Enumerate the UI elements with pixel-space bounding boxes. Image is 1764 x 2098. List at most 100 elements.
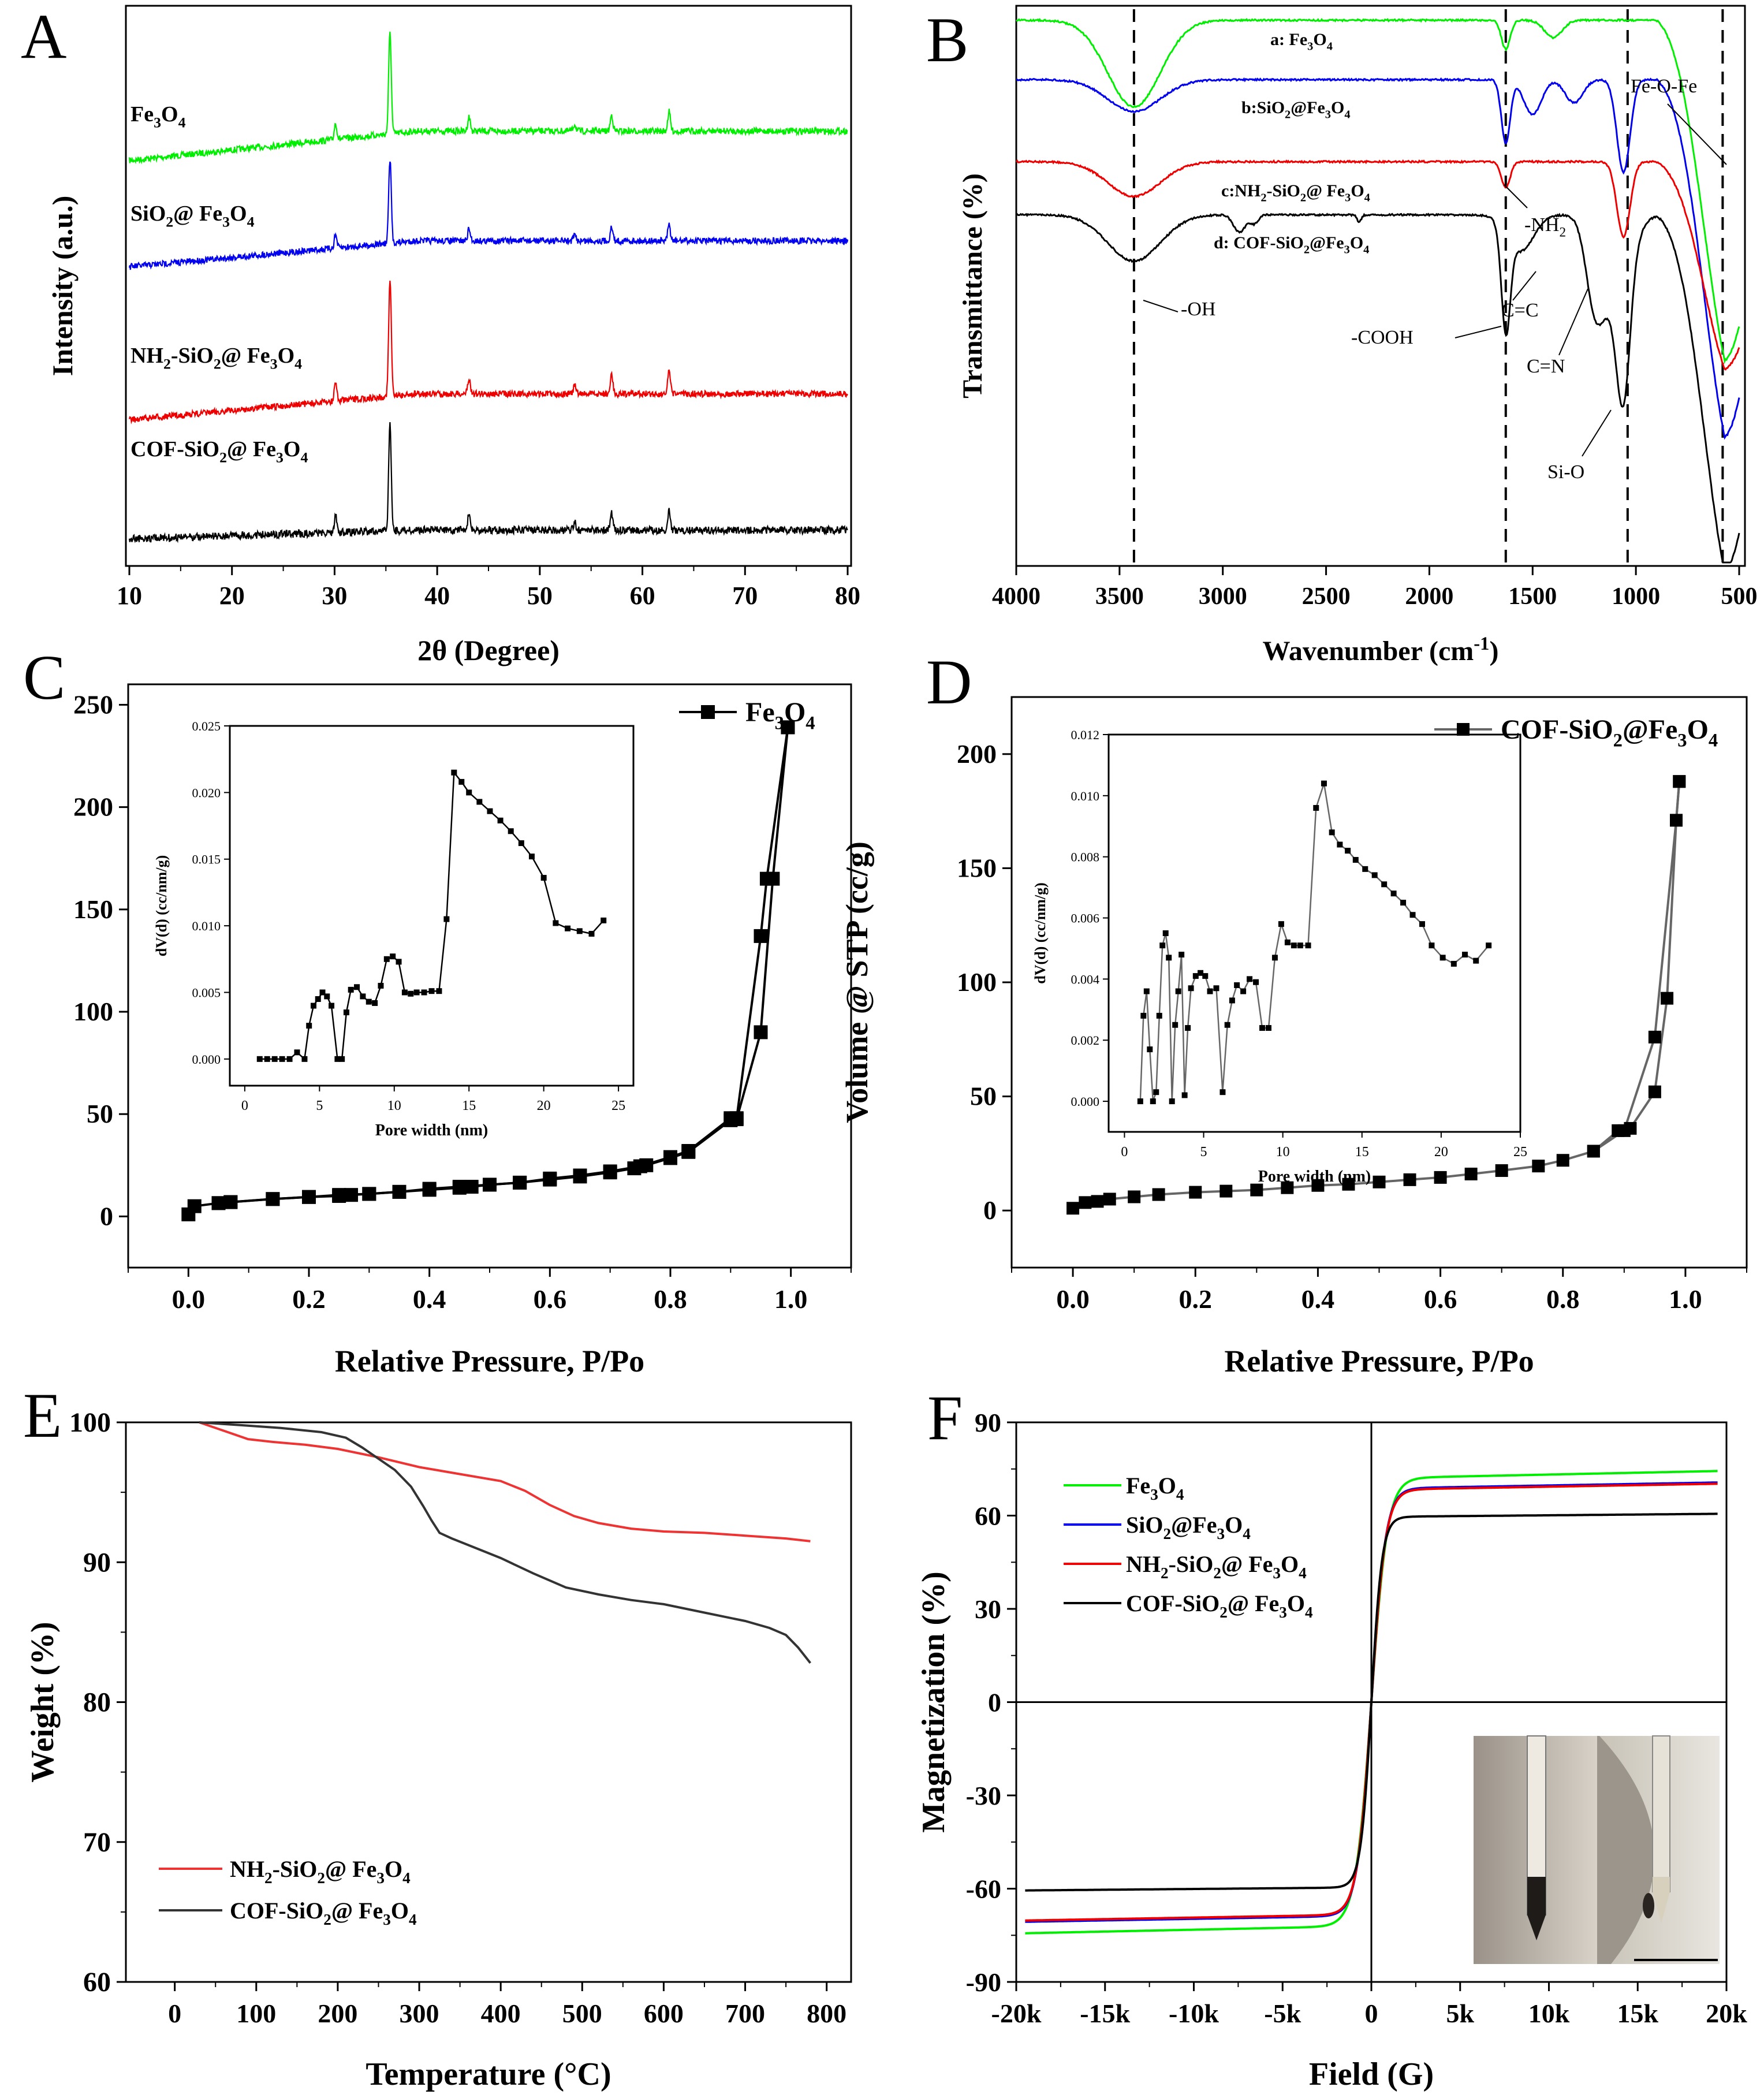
y-tick-label: 60 [975, 1501, 1001, 1531]
adsorption-point [754, 1025, 768, 1039]
adsorption-point [1311, 1179, 1325, 1192]
legend-label-3-part: -SiO [1169, 1551, 1214, 1577]
y-tick-label: 150 [73, 895, 113, 924]
inset-x-tick-label: 15 [462, 1098, 476, 1113]
ftir-label-c-part: @ Fe [1306, 181, 1345, 200]
inset-point [1229, 997, 1235, 1004]
adsorption-point [1556, 1154, 1569, 1167]
xrd-series-label-3-part: -SiO [171, 344, 214, 368]
legend-label-1-part: 4 [1176, 1486, 1184, 1503]
x-axis-label: Temperature (°C) [366, 2056, 611, 2092]
inset-frame [229, 725, 635, 1087]
panel-e-tga: E 0 100 200 300 400 500 600 700 800 60 70 80 90 100 Tem… [23, 1380, 852, 2092]
panel-a-xrd: A 10 20 30 40 50 60 70 80 2θ (Degree) Intensity (a… [21, 1, 860, 666]
x-tick-label: -10k [1169, 1999, 1219, 2028]
inset-point [1156, 1012, 1162, 1019]
x-tick-label: 500 [562, 1999, 602, 2028]
inset-point [1172, 1022, 1179, 1028]
desorption-point [681, 1144, 696, 1158]
inset-point [1185, 1025, 1191, 1031]
inset-point [476, 799, 483, 805]
annotation-cn-arrow [1558, 288, 1588, 356]
inset-point [576, 928, 583, 934]
xrd-series-label-2-part: 2 [166, 214, 173, 230]
annotation-cooh: -COOH [1351, 327, 1414, 348]
inset-point [1207, 988, 1213, 994]
inset-point [1337, 841, 1343, 848]
inset-point [396, 959, 402, 965]
xrd-series-label-2-part: 4 [247, 214, 255, 230]
inset-point [390, 953, 396, 960]
inset-point [1381, 881, 1388, 888]
inset-x-axis-label: Pore width (nm) [375, 1121, 488, 1139]
legend-label-1-part: 2 [317, 1869, 325, 1887]
ftir-label-b-part: O [1331, 98, 1344, 117]
legend-label-3-part: 2 [1161, 1564, 1169, 1582]
inset-y-axis-label: dV(d) (cc/nm/g) [153, 855, 170, 956]
annotation-sio-arrow [1582, 409, 1612, 457]
x-tick-label: 300 [400, 1999, 439, 2028]
inset-point [1234, 982, 1240, 988]
photo-attracted-particles [1643, 1893, 1654, 1918]
legend-label-3-part: O [1281, 1551, 1299, 1577]
inset-point [339, 1056, 345, 1062]
legend-label-2: COF-SiO2@ Fe3O4 [230, 1898, 417, 1928]
inset-point [1179, 952, 1185, 958]
desorption-point [392, 1184, 406, 1199]
xrd-series-label-1: Fe3O4 [130, 102, 186, 131]
x-tick-label: 70 [732, 582, 758, 610]
legend-label-1: NH2-SiO2@ Fe3O4 [230, 1856, 411, 1887]
y-tick-label: 0 [988, 1688, 1001, 1717]
inset-point [1265, 1025, 1271, 1031]
inset-x-tick-label: 0 [241, 1098, 248, 1113]
ftir-label-d-part: 2 [1304, 243, 1310, 256]
inset-x-axis-label: Pore width (nm) [1258, 1168, 1371, 1186]
inset-x-tick-label: 15 [1355, 1145, 1369, 1160]
inset-point [1253, 979, 1259, 985]
legend-label-part: 3 [1677, 730, 1687, 751]
panel-letter-c: C [23, 642, 65, 713]
legend-label-1-part: O [385, 1856, 402, 1882]
legend-label: COF-SiO2@Fe3O4 [1501, 714, 1718, 751]
inset-point [1259, 1025, 1266, 1031]
inset-point [279, 1056, 285, 1062]
x-tick-label: 15k [1617, 1999, 1658, 2028]
xrd-series-label-3: NH2-SiO2@ Fe3O4 [130, 344, 302, 372]
inset-point [366, 998, 372, 1005]
inset-y-tick-label: 0.000 [1071, 1094, 1100, 1109]
desorption-point [1673, 775, 1686, 788]
x-tick-label: 100 [236, 1999, 276, 2028]
adsorption-point [1079, 1196, 1092, 1209]
annotation-oh: -OH [1181, 299, 1215, 320]
adsorption-point [1103, 1193, 1116, 1206]
ftir-label-c-part: -SiO [1267, 181, 1300, 200]
inset-point [487, 808, 493, 814]
inset-point [1284, 939, 1291, 945]
inset-point [1352, 856, 1359, 863]
panel-d-isotherm: D0.0 0.2 0.4 0.6 0.8 1.0050100150200Relative … [840, 647, 1748, 1378]
legend-label-4-part: 2 [1219, 1604, 1228, 1621]
xrd-series-label-3-part: 3 [270, 356, 278, 372]
legend-label-2-part: O [1225, 1512, 1243, 1538]
inset-point [1240, 988, 1247, 994]
inset-y-tick-label: 0.005 [192, 985, 221, 1000]
xrd-series-label-3-part: 2 [214, 356, 221, 372]
legend-label-part: COF-SiO [1501, 714, 1613, 745]
xrd-series-label-4: COF-SiO2@ Fe3O4 [130, 437, 308, 466]
inset-point [458, 778, 465, 785]
inset-point [436, 988, 442, 994]
xrd-series-label-2-part: SiO [130, 202, 166, 226]
xrd-trace-4 [128, 422, 848, 543]
annotation-nh2: -NH2 [1524, 214, 1566, 240]
desorption-point [422, 1182, 437, 1196]
x-tick-label: 2000 [1405, 583, 1453, 610]
inset-y-tick-label: 0.002 [1071, 1033, 1100, 1048]
y-tick-label: 50 [87, 1099, 113, 1128]
inset-point [310, 1003, 316, 1009]
xrd-plot-frame [125, 5, 852, 567]
y-tick-label: 0 [983, 1195, 997, 1225]
inset-point [1409, 912, 1416, 918]
inset-x-tick-label: 5 [316, 1098, 323, 1113]
ftir-label-d-part: 3 [1344, 243, 1350, 256]
